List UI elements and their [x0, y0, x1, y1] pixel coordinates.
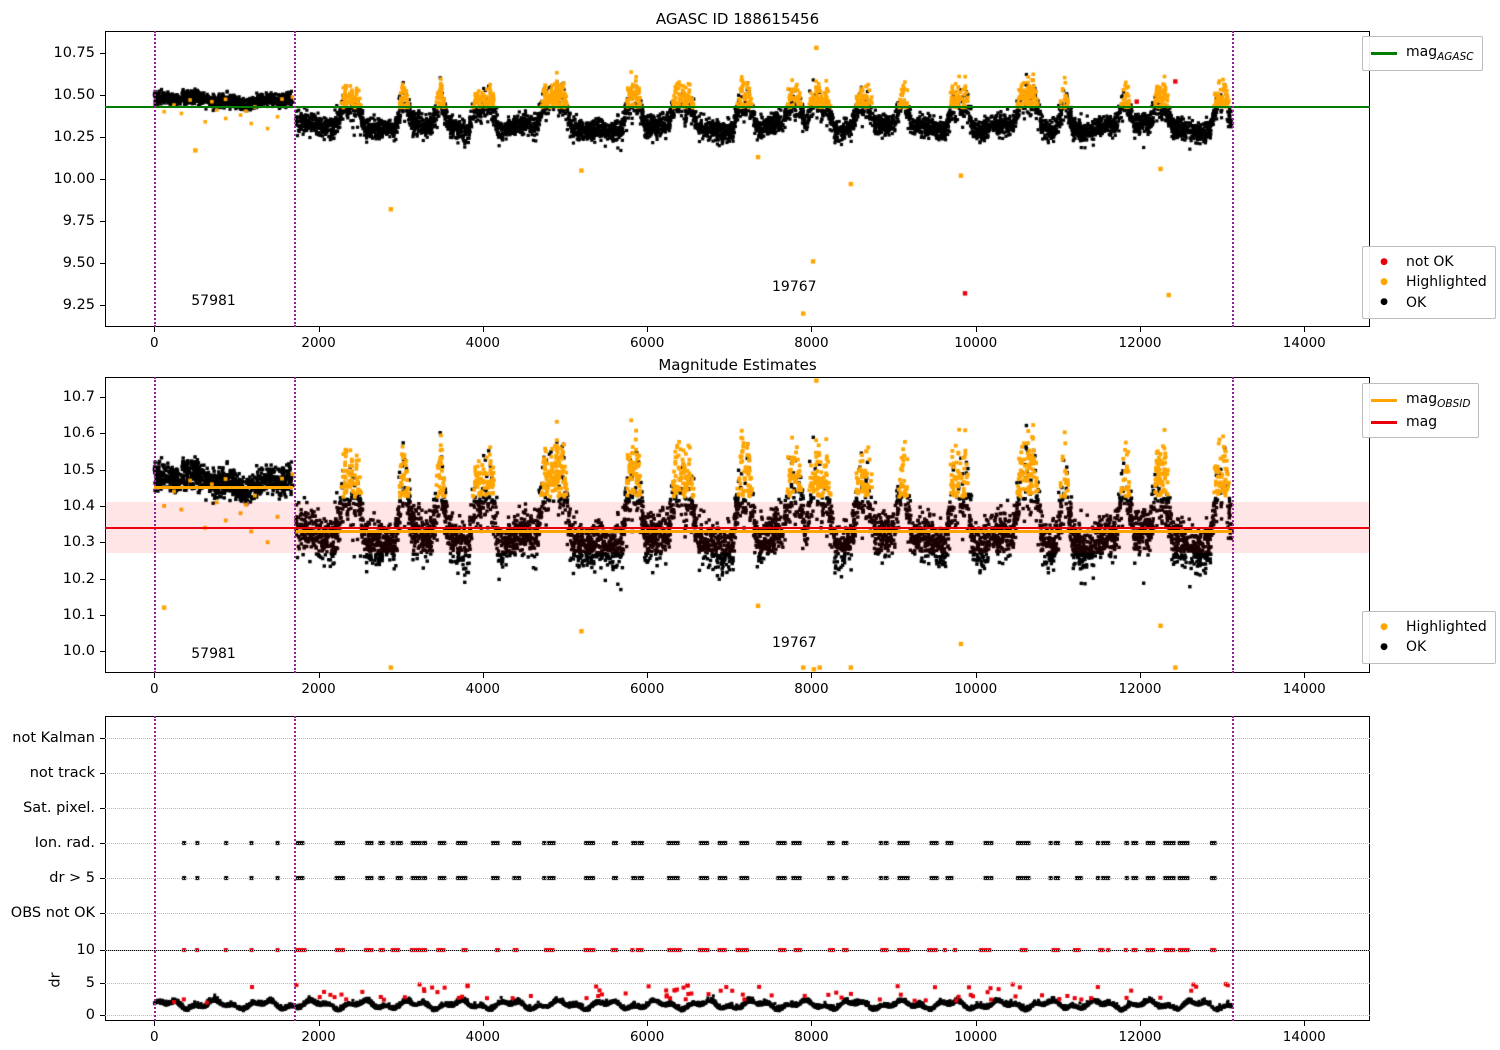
bottom-x-tick-label: 2000	[301, 1029, 335, 1045]
bottom-x-tick-label: 8000	[794, 1029, 828, 1045]
flag-label-5: OBS not OK	[0, 905, 95, 921]
bottom-x-tick	[811, 1021, 812, 1026]
bottom-x-tick-label: 4000	[466, 1029, 500, 1045]
obsid-divider-bottom-2	[1232, 716, 1234, 1021]
flag-label-0: not Kalman	[0, 730, 95, 746]
dr-axis-label: dr	[48, 972, 64, 987]
flag-tick-2	[100, 808, 105, 809]
bottom-x-tick-label: 6000	[630, 1029, 664, 1045]
bottom-x-tick	[976, 1021, 977, 1026]
flag-tick-0	[100, 738, 105, 739]
bottom-x-tick-label: 14000	[1283, 1029, 1326, 1045]
obsid-divider-top-0	[154, 31, 156, 327]
mag-obsid-segment-1	[296, 530, 1232, 533]
obsid-divider-top-1	[294, 31, 296, 327]
bottom-x-tick	[319, 1021, 320, 1026]
figure-canvas: AGASC ID 188615456 9.259.509.7510.0010.2…	[0, 0, 1500, 1050]
dr-tick-label-0: 0	[0, 1007, 95, 1023]
flag-tick-4	[100, 878, 105, 879]
obsid-divider-bottom-0	[154, 716, 156, 1021]
flag-label-2: Sat. pixel.	[0, 800, 95, 816]
bottom-x-tick	[1304, 1021, 1305, 1026]
mag-obsid-segment-0	[154, 486, 293, 489]
bottom-x-tick	[1140, 1021, 1141, 1026]
flag-label-1: not track	[0, 765, 95, 781]
obsid-divider-middle-2	[1232, 377, 1234, 673]
flag-tick-3	[100, 843, 105, 844]
flag-label-4: dr > 5	[0, 870, 95, 886]
mag-line	[105, 527, 1370, 529]
flag-tick-5	[100, 913, 105, 914]
obsid-divider-middle-0	[154, 377, 156, 673]
obsid-divider-bottom-1	[294, 716, 296, 1021]
bottom-x-tick-label: 10000	[954, 1029, 997, 1045]
bottom-x-tick	[647, 1021, 648, 1026]
dr-tick-0	[100, 1015, 105, 1016]
bottom-x-tick-label: 12000	[1119, 1029, 1162, 1045]
flag-tick-1	[100, 773, 105, 774]
dr-tick-2	[100, 950, 105, 951]
obsid-divider-top-2	[1232, 31, 1234, 327]
bottom-x-tick	[483, 1021, 484, 1026]
dr-tick-label-2: 10	[0, 942, 95, 958]
bottom-x-tick	[154, 1021, 155, 1026]
obsid-divider-middle-1	[294, 377, 296, 673]
dr-tick-1	[100, 983, 105, 984]
bottom-x-tick-label: 0	[150, 1029, 159, 1045]
flag-label-3: Ion. rad.	[0, 835, 95, 851]
